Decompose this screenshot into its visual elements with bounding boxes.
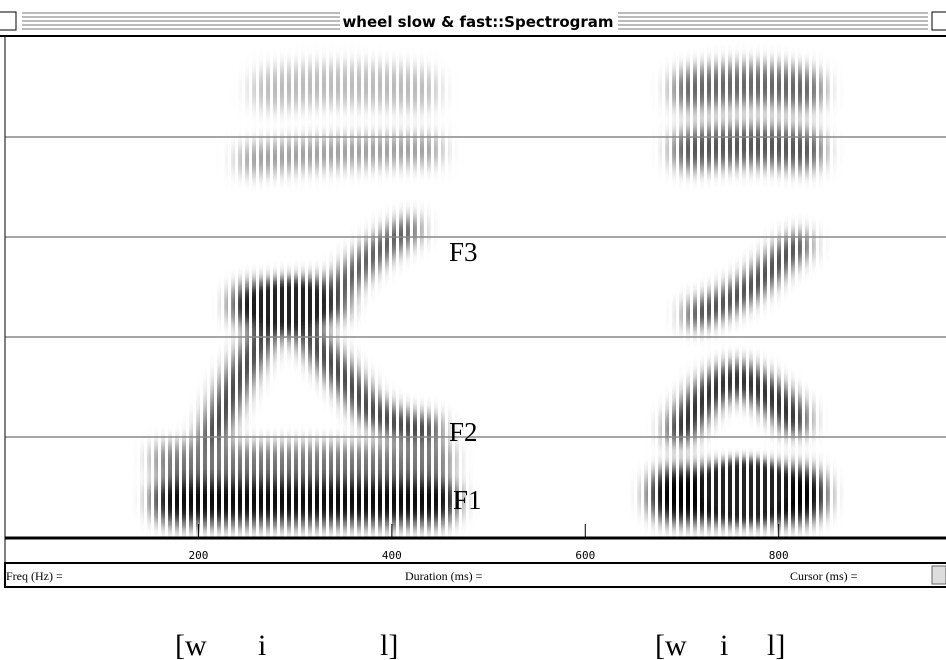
zoom-box[interactable]: [931, 11, 946, 31]
phone: [w: [655, 629, 687, 660]
formant-label: F1: [453, 485, 482, 515]
x-tick-label: 600: [575, 549, 595, 562]
x-tick-label: 400: [382, 549, 402, 562]
spectrogram-image: [150, 65, 828, 524]
formant-label: F3: [449, 237, 478, 267]
title-bar: wheel slow & fast::Spectrogram: [0, 0, 946, 37]
status-field: Duration (ms) =: [405, 569, 483, 583]
status-field: Cursor (ms) =: [790, 569, 858, 583]
x-tick-label: 200: [188, 549, 208, 562]
phone: i: [258, 629, 266, 660]
status-field: Freq (Hz) =: [6, 569, 63, 583]
time-axis: 200 400 600 800: [188, 524, 789, 562]
phone: l]: [380, 629, 398, 660]
phone: [w: [175, 629, 207, 660]
x-tick-label: 800: [769, 549, 789, 562]
window-title: wheel slow & fast::Spectrogram: [342, 13, 613, 31]
status-bar: Freq (Hz) = Duration (ms) = Cursor (ms) …: [4, 562, 946, 588]
close-box[interactable]: [0, 11, 17, 31]
phone: i: [720, 629, 728, 660]
grow-box[interactable]: [931, 565, 946, 585]
phone: l]: [767, 629, 785, 660]
frequency-lines: [5, 136, 946, 438]
formant-label: F2: [449, 417, 478, 447]
